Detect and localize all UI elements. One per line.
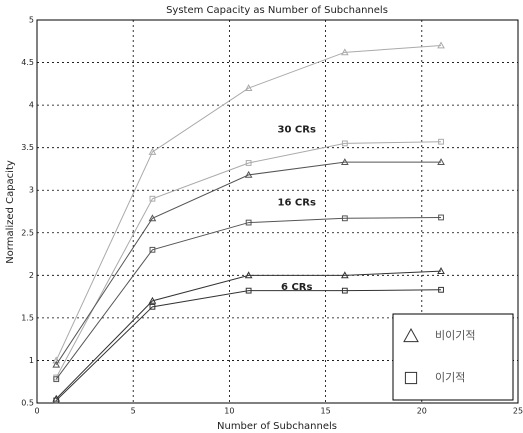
y-tick-label: 0.5	[21, 399, 34, 408]
y-tick-label: 2	[29, 271, 34, 280]
data-point	[340, 48, 349, 56]
legend-label: 이기적	[435, 371, 465, 384]
data-point	[148, 214, 157, 222]
y-tick-label: 1.5	[21, 313, 34, 322]
data-point	[149, 246, 156, 253]
data-point	[244, 170, 253, 178]
y-tick-label: 2.5	[21, 228, 34, 237]
data-point	[148, 147, 157, 155]
data-point	[149, 303, 156, 310]
data-point	[341, 287, 348, 294]
x-tick-label: 15	[321, 407, 331, 416]
data-point	[438, 138, 444, 145]
data-point	[149, 195, 156, 202]
series-line	[55, 141, 442, 378]
data-point	[244, 271, 253, 279]
legend-box	[392, 313, 514, 401]
x-tick-label: 25	[513, 407, 523, 416]
series-line	[55, 216, 442, 380]
annotation: 30 CRs	[278, 125, 316, 136]
annotation: 16 CRs	[278, 198, 316, 209]
data-point	[437, 158, 445, 166]
legend-marker	[404, 371, 418, 385]
data-point	[148, 296, 157, 304]
legend-label: 비이기적	[435, 329, 475, 342]
data-point	[340, 271, 349, 279]
data-point	[53, 376, 60, 383]
x-tick-label: 0	[34, 407, 39, 416]
data-point	[245, 160, 252, 166]
y-tick-label: 1	[29, 356, 34, 365]
series-line	[55, 161, 442, 365]
data-point	[245, 219, 252, 226]
x-tick-label: 10	[224, 407, 234, 416]
data-point	[52, 356, 61, 364]
series-line	[55, 270, 442, 400]
y-tick-label: 4.5	[21, 58, 34, 67]
data-point	[53, 397, 60, 404]
x-tick-label: 20	[417, 407, 427, 416]
y-tick-label: 3.5	[21, 143, 34, 152]
legend-marker	[403, 327, 419, 343]
data-point	[438, 214, 444, 221]
y-tick-label: 5	[29, 16, 34, 25]
series-line	[55, 289, 442, 401]
y-tick-label: 3	[29, 186, 34, 195]
x-tick-label: 5	[131, 407, 136, 416]
data-point	[341, 140, 348, 147]
data-point	[52, 360, 61, 368]
data-point	[437, 267, 445, 274]
series-line	[55, 45, 442, 361]
data-point	[244, 84, 253, 91]
data-point	[340, 158, 349, 166]
x-axis-label: Number of Subchannels	[217, 421, 337, 432]
data-point	[341, 215, 348, 222]
data-point	[437, 41, 445, 49]
chart-title: System Capacity as Number of Subchannels	[166, 5, 388, 16]
data-point	[245, 287, 252, 294]
y-axis-label: Normalized Capacity	[5, 160, 16, 264]
y-tick-label: 4	[29, 101, 34, 110]
annotation: 6 CRs	[281, 282, 312, 293]
data-point	[438, 286, 444, 293]
